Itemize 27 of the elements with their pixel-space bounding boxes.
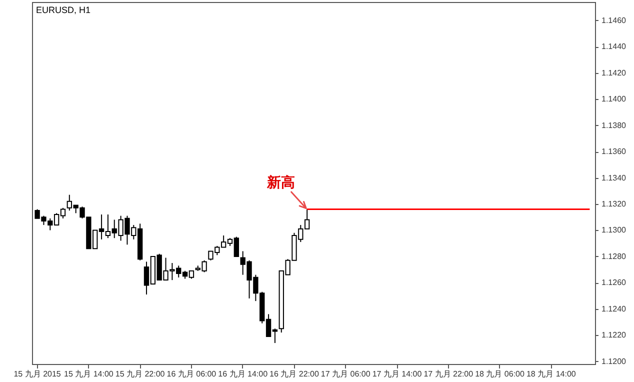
x-tick-label: 15 九月 22:00 [115,370,166,378]
y-tick-label: 1.1460 [602,16,627,25]
x-tick-label: 16 九月 14:00 [218,370,268,378]
chart-title: EURUSD, H1 [36,5,91,15]
x-tick-label: 18 九月 06:00 [475,370,525,378]
y-tick-label: 1.1260 [602,278,627,288]
y-tick-label: 1.1220 [602,330,627,340]
y-tick-label: 1.1380 [602,120,627,130]
y-tick-label: 1.1300 [602,226,627,235]
y-tick-label: 1.1360 [602,147,627,156]
y-tick-label: 1.1240 [602,304,627,314]
y-tick-label: 1.1340 [602,173,627,182]
x-tick-label: 15 九月 2015 [14,370,62,378]
y-tick-label: 1.1200 [602,356,627,366]
x-tick-label: 16 九月 22:00 [270,370,320,378]
y-tick-label: 1.1400 [602,94,627,104]
x-tick-label: 18 九月 14:00 [526,370,576,378]
x-tick-label: 15 九月 14:00 [64,370,114,378]
x-tick-label: 16 九月 06:00 [166,370,217,378]
y-tick-label: 1.1320 [602,199,627,208]
annotation: 新高 [266,174,296,190]
y-tick-label: 1.1420 [602,68,627,78]
y-tick-label: 1.1440 [602,42,627,52]
y-tick-label: 1.1280 [602,252,627,261]
x-tick-label: 17 九月 14:00 [372,370,422,378]
x-tick-label: 17 九月 22:00 [424,370,474,378]
x-tick-label: 17 九月 06:00 [320,370,371,378]
